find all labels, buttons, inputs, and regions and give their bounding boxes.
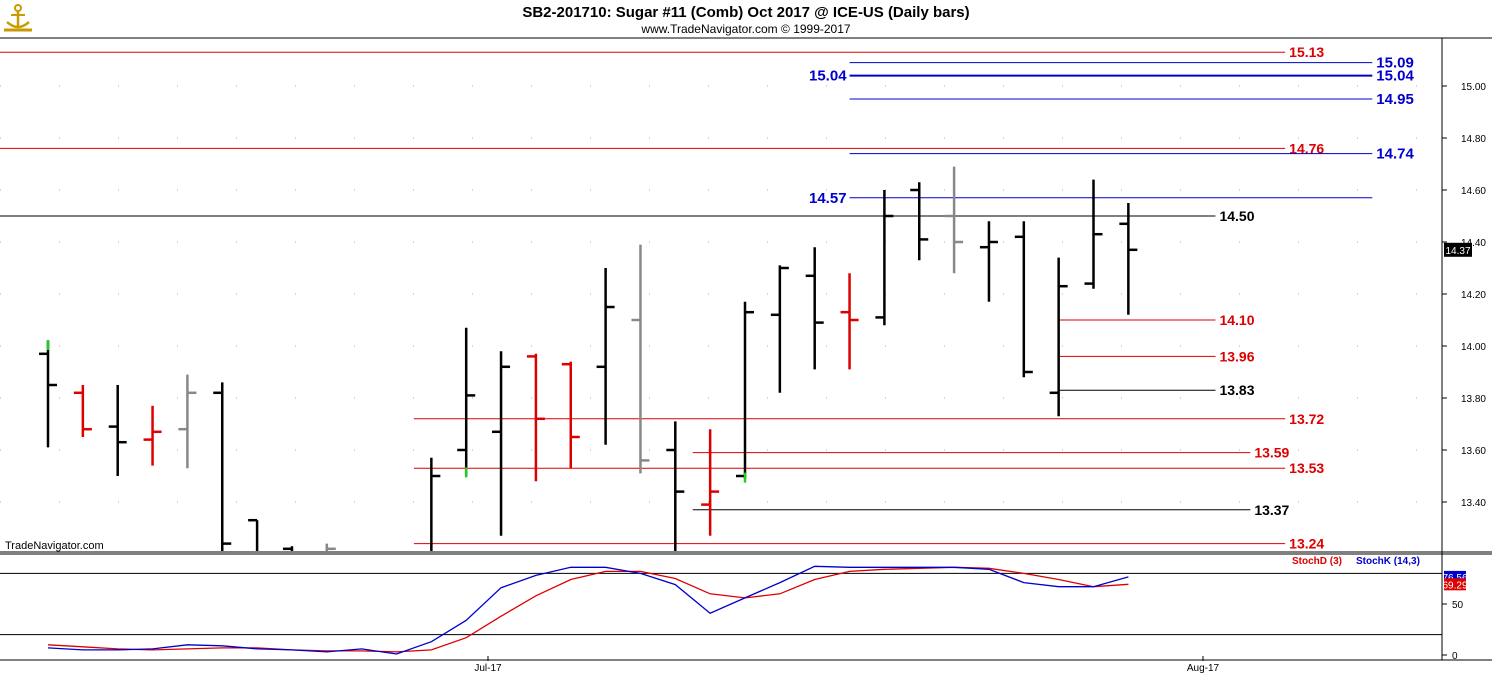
ohlc-bars bbox=[39, 166, 1138, 551]
level-label: 14.95 bbox=[1376, 91, 1414, 108]
ohlc-bar bbox=[805, 247, 824, 370]
level-label: 15.04 bbox=[1376, 68, 1414, 85]
ohlc-bar bbox=[1014, 221, 1033, 378]
ohlc-bar bbox=[770, 265, 789, 393]
logo-anchor-icon bbox=[4, 4, 32, 32]
price-tick-label: 14.00 bbox=[1461, 342, 1486, 353]
ohlc-bar bbox=[736, 301, 754, 479]
ohlc-bar bbox=[526, 353, 545, 482]
ohlc-bar bbox=[248, 518, 259, 551]
stoch-last-value-box bbox=[1444, 578, 1466, 591]
last-price-box bbox=[1444, 242, 1472, 257]
ohlc-bar bbox=[979, 221, 998, 302]
price-tick-label: 13.40 bbox=[1461, 498, 1486, 509]
price-tick-label: 14.60 bbox=[1461, 186, 1486, 197]
watermark: TradeNavigator.com bbox=[5, 540, 104, 552]
stoch-legend-label: StochD (3) bbox=[1292, 556, 1342, 567]
level-label: 13.72 bbox=[1289, 411, 1324, 427]
level-left-label: 14.57 bbox=[809, 190, 847, 207]
price-pane-frame bbox=[0, 37, 1492, 661]
ohlc-bar bbox=[73, 385, 92, 437]
price-tick-label: 14.40 bbox=[1461, 238, 1486, 249]
level-label: 13.37 bbox=[1254, 502, 1289, 518]
ohlc-bar bbox=[1084, 179, 1103, 289]
level-label: 13.96 bbox=[1219, 348, 1254, 364]
level-label: 14.74 bbox=[1376, 146, 1414, 163]
ohlc-bar bbox=[596, 268, 615, 445]
price-tick-label: 13.80 bbox=[1461, 394, 1486, 405]
ohlc-bar bbox=[561, 361, 580, 469]
price-tick-label: 14.20 bbox=[1461, 290, 1486, 301]
ohlc-bar bbox=[282, 546, 294, 551]
ohlc-bar bbox=[39, 340, 57, 448]
ohlc-bar bbox=[178, 374, 197, 469]
level-label: 13.53 bbox=[1289, 460, 1324, 476]
stoch-last-value-label: 69.29 bbox=[1442, 580, 1467, 591]
stoch-series-line bbox=[47, 566, 1129, 653]
price-axis: 15.00 14.80 14.60 14.40 14.20 14.00 13.80 13.60… bbox=[1442, 82, 1486, 509]
last-price-label: 14.37 bbox=[1445, 246, 1470, 257]
stoch-legend-label: StochK (14,3) bbox=[1356, 556, 1420, 567]
ohlc-bar bbox=[213, 382, 232, 551]
ohlc-bar bbox=[492, 351, 511, 536]
ohlc-bar bbox=[875, 190, 894, 326]
stoch-series-line bbox=[47, 565, 1129, 655]
ohlc-bar bbox=[666, 421, 685, 551]
ohlc-bar bbox=[108, 385, 127, 476]
price-tick-label: 13.60 bbox=[1461, 446, 1486, 457]
ohlc-bar bbox=[910, 182, 929, 261]
price-tick-label: 14.80 bbox=[1461, 134, 1486, 145]
chart-title: SB2-201710: Sugar #11 (Comb) Oct 2017 @ … bbox=[522, 4, 969, 21]
level-label: 13.83 bbox=[1219, 382, 1254, 398]
level-label: 13.24 bbox=[1289, 536, 1324, 552]
ohlc-bar bbox=[1049, 257, 1068, 417]
ohlc-bar bbox=[143, 405, 162, 466]
ohlc-bar bbox=[840, 273, 859, 370]
level-left-label: 15.04 bbox=[809, 68, 847, 85]
chart-subtitle: www.TradeNavigator.com © 1999-2017 bbox=[640, 22, 850, 36]
ohlc-bar bbox=[430, 457, 441, 551]
level-label: 15.13 bbox=[1289, 44, 1324, 60]
level-label: 14.76 bbox=[1289, 140, 1324, 156]
level-label: 14.10 bbox=[1219, 312, 1254, 328]
ohlc-bar bbox=[325, 543, 336, 551]
ohlc-bar bbox=[457, 327, 476, 476]
date-tick-label: Aug-17 bbox=[1187, 663, 1220, 674]
stoch-tick-label: 50 bbox=[1452, 600, 1464, 611]
ohlc-bar bbox=[701, 429, 720, 536]
ohlc-bar bbox=[631, 244, 650, 474]
price-tick-label: 15.00 bbox=[1461, 82, 1486, 93]
level-label: 14.50 bbox=[1219, 208, 1254, 224]
date-axis: Jul-17 Aug-17 bbox=[474, 656, 1220, 674]
ohlc-bar bbox=[1119, 203, 1138, 315]
level-label: 15.09 bbox=[1376, 55, 1414, 72]
ohlc-bar bbox=[945, 166, 964, 274]
stoch-tick-label: 0 bbox=[1452, 651, 1458, 662]
date-tick-label: Jul-17 bbox=[474, 663, 502, 674]
level-label: 13.59 bbox=[1254, 445, 1289, 461]
